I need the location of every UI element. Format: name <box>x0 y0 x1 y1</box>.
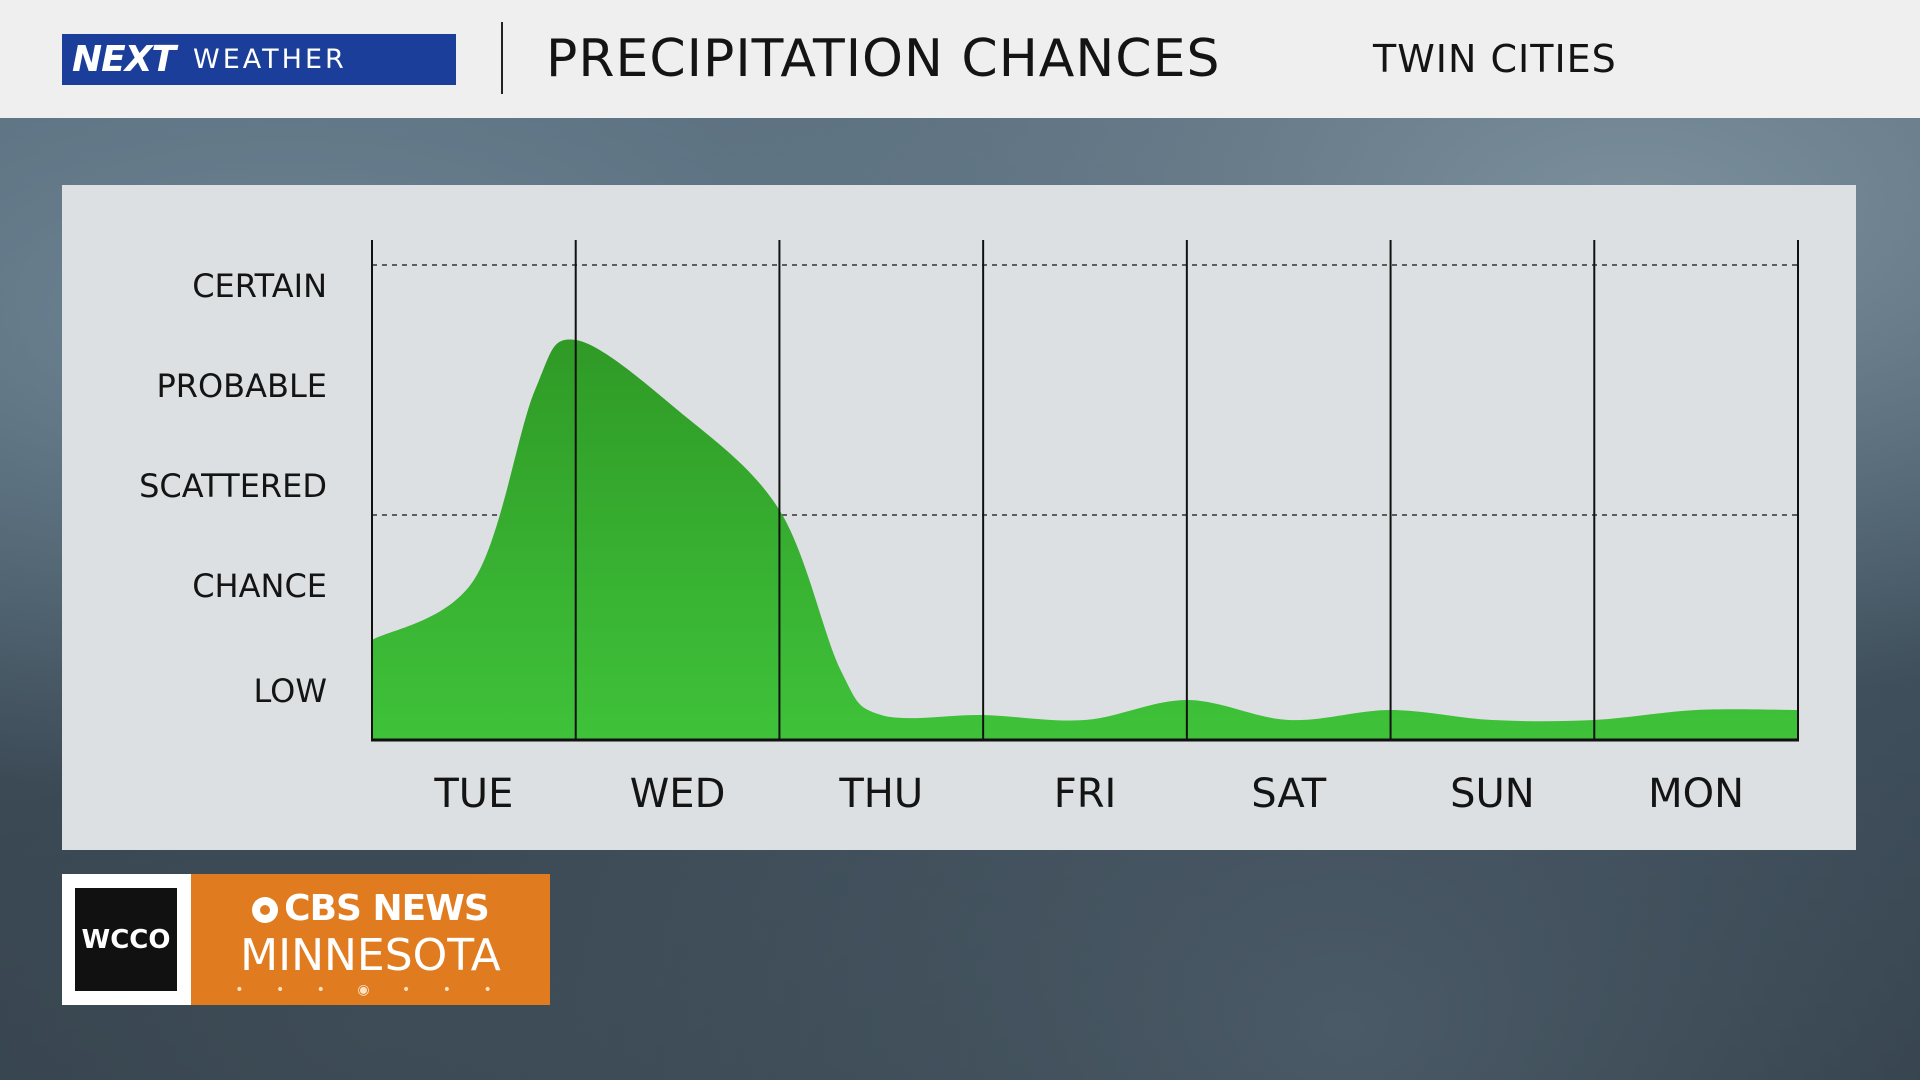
next-weather-logo: NEXT WEATHER <box>62 34 456 85</box>
wcco-logo: WCCO <box>62 874 191 1005</box>
x-tick-label-fri: FRI <box>1054 771 1117 817</box>
cbs-news-text: CBS NEWS <box>284 888 490 929</box>
y-tick-label-probable: PROBABLE <box>156 367 327 405</box>
location-subtitle: TWIN CITIES <box>1373 37 1617 81</box>
y-tick-label-chance: CHANCE <box>192 567 327 605</box>
cbs-eye-icon <box>252 897 279 923</box>
page-title: PRECIPITATION CHANCES <box>546 29 1221 89</box>
x-tick-label-mon: MON <box>1648 771 1744 817</box>
x-tick-label-sat: SAT <box>1251 771 1326 817</box>
wcco-text: WCCO <box>75 888 177 991</box>
header-divider <box>501 22 503 94</box>
cbs-news-label: CBS NEWS <box>191 888 550 929</box>
precipitation-chart: LOW CHANCE SCATTERED PROBABLE CERTAIN TUE WED… <box>139 240 1799 817</box>
y-tick-label-scattered: SCATTERED <box>139 467 327 505</box>
chart-panel: LOW CHANCE SCATTERED PROBABLE CERTAIN TUE WED… <box>62 185 1856 850</box>
brand-weather: WEATHER <box>193 44 347 75</box>
logo-dots: • • • ◉ • • • <box>235 982 506 998</box>
minnesota-label: MINNESOTA <box>240 930 501 981</box>
x-tick-label-tue: TUE <box>433 771 513 817</box>
wcco-cbs-news-minnesota-logo: WCCO CBS NEWS MINNESOTA • • • ◉ • • • <box>62 874 550 1005</box>
x-tick-label-thu: THU <box>838 771 923 817</box>
y-tick-label-certain: CERTAIN <box>192 267 327 305</box>
x-tick-label-sun: SUN <box>1450 771 1535 817</box>
header-bar: NEXT WEATHER PRECIPITATION CHANCES TWIN … <box>0 0 1920 118</box>
brand-next: NEXT <box>72 39 176 80</box>
y-tick-label-low: LOW <box>253 672 327 710</box>
cbs-news-minnesota-block: CBS NEWS MINNESOTA • • • ◉ • • • <box>191 874 550 1005</box>
precipitation-area <box>372 339 1798 740</box>
x-tick-label-wed: WED <box>630 771 726 817</box>
